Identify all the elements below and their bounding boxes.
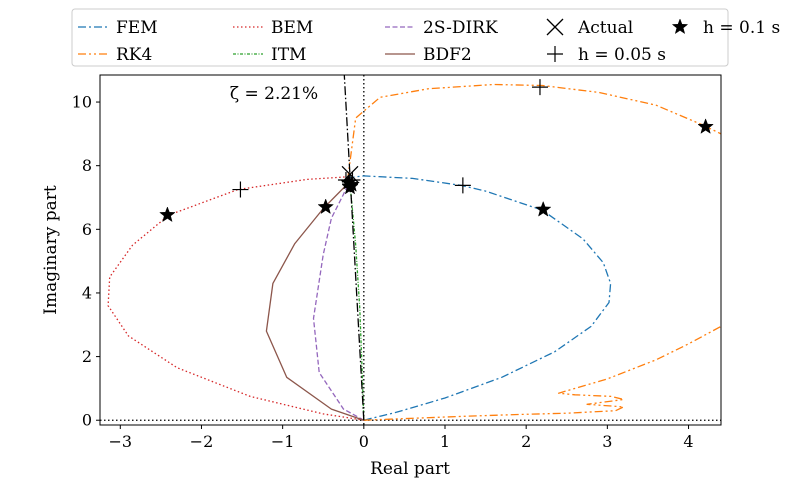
legend-entry-fem: FEM (78, 18, 158, 38)
legend-entry-2s-dirk-label: 2S-DIRK (423, 18, 498, 38)
x-axis-label: Real part (370, 459, 450, 479)
legend-entry-rk4: RK4 (78, 45, 152, 65)
axis-ticks: −3 −2 −1 0 1 2 3 4 0 2 4 6 8 10 (72, 93, 694, 451)
series-line-rk4 (346, 83, 721, 181)
legend-entry-bem: BEM (233, 18, 313, 38)
legend-entry-2s-dirk: 2S-DIRK (385, 18, 498, 38)
y-tick-label: 6 (82, 220, 92, 239)
legend-entry-itm: ITM (233, 45, 306, 65)
marker-h-0-05 (454, 177, 471, 194)
x-tick-label: 0 (359, 432, 369, 451)
legend-entry-actual-swatch (546, 18, 564, 36)
legend-entry-h-0-05-s-swatch (547, 46, 563, 62)
legend-entry-h-0-05-s: h = 0.05 s (547, 45, 666, 65)
marker-h-0-1 (159, 206, 176, 223)
legend-entry-bdf2-label: BDF2 (423, 45, 472, 65)
legend-entry-h-0-1-s-label: h = 0.1 s (703, 18, 780, 38)
y-tick-label: 10 (72, 93, 92, 112)
marker-h-0-1 (317, 198, 334, 215)
legend-box (71, 8, 729, 67)
marker-actual (341, 165, 359, 183)
x-tick-label: 4 (683, 432, 693, 451)
marker-h-0-05 (232, 181, 249, 198)
x-tick-label: −2 (190, 432, 214, 451)
x-tick-label: −3 (108, 432, 132, 451)
legend-entry-h-0-1-s-swatch (671, 18, 689, 35)
x-tick-label: 2 (521, 432, 531, 451)
series-line-rk4-low-branch (363, 325, 721, 421)
x-tick-label: 1 (440, 432, 450, 451)
legend-entry-rk4-label: RK4 (116, 45, 152, 65)
legend-entry-actual: Actual (546, 18, 633, 38)
legend-entry-itm-label: ITM (271, 45, 306, 65)
y-tick-label: 8 (82, 156, 92, 175)
legend-entry-h-0-05-s-label: h = 0.05 s (578, 45, 666, 65)
x-tick-label: 3 (602, 432, 612, 451)
legend-entry-bdf2: BDF2 (385, 45, 472, 65)
y-tick-label: 2 (82, 347, 92, 366)
y-axis-label: Imaginary part (41, 185, 61, 315)
series-line-itm (348, 178, 365, 421)
y-tick-label: 0 (82, 411, 92, 430)
series-line-2-21-line (343, 75, 365, 421)
marker-h-0-1 (534, 200, 552, 217)
series-line-bdf2 (265, 179, 365, 421)
marker-h-0-1 (697, 118, 714, 134)
series-line-fem (347, 175, 612, 421)
legend-entry-actual-label: Actual (577, 18, 633, 38)
legend-entry-fem-label: FEM (116, 18, 158, 38)
axes-frame (99, 74, 722, 426)
marker-h-0-05 (531, 79, 548, 96)
legend-entry-bem-label: BEM (271, 18, 313, 38)
plot-area (100, 75, 721, 425)
y-tick-label: 4 (82, 283, 92, 302)
legend-entry-h-0-1-s: h = 0.1 s (671, 18, 780, 38)
x-tick-label: −1 (271, 432, 295, 451)
marker-h-0-1 (340, 173, 357, 190)
legend: FEM BEM 2S-DIRK Actual h = 0.1 s RK4 ITM BDF2 h … (71, 8, 780, 67)
damping-annotation: ζ = 2.21% (230, 84, 318, 104)
series-line-2s-dirk (312, 181, 365, 421)
